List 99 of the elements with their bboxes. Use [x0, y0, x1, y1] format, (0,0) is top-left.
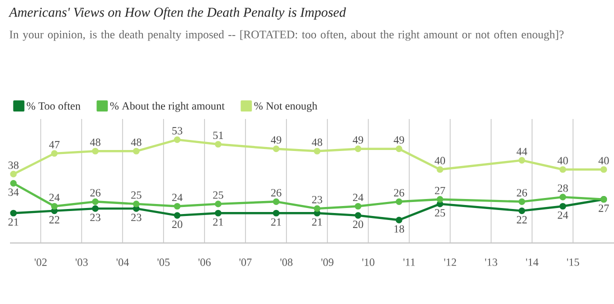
- point: [396, 216, 402, 224]
- point: [214, 200, 222, 208]
- x-tick-label: '07: [239, 258, 252, 266]
- point: [92, 198, 99, 205]
- legend-label: % About the right amount: [110, 102, 225, 112]
- data-label: 20: [353, 220, 364, 228]
- point: [518, 198, 526, 205]
- point: [354, 212, 362, 219]
- data-label: 49: [394, 136, 404, 144]
- data-label: 23: [312, 196, 322, 204]
- data-label: 18: [394, 225, 404, 233]
- data-label: 40: [558, 156, 568, 164]
- point: [396, 146, 402, 152]
- point: [132, 148, 140, 154]
- x-tick-label: '08: [280, 258, 292, 266]
- data-label: 38: [8, 161, 18, 169]
- chart-title: Americans' Views on How Often the Death Penalty is Imposed: [8, 7, 346, 20]
- data-label: 40: [598, 156, 609, 164]
- point: [10, 210, 17, 216]
- data-label: 24: [49, 194, 60, 202]
- point: [600, 166, 608, 173]
- point: [51, 202, 58, 210]
- data-label: 23: [90, 214, 100, 222]
- x-tick-label: '12: [444, 258, 456, 266]
- point: [174, 212, 181, 219]
- point: [354, 202, 362, 210]
- point: [314, 205, 320, 212]
- data-label: 26: [271, 189, 282, 196]
- data-label: 24: [172, 194, 183, 202]
- data-label: 20: [172, 220, 182, 228]
- data-label: 22: [49, 216, 60, 224]
- data-label: 23: [131, 214, 142, 222]
- point: [560, 166, 566, 173]
- x-tick-label: '10: [362, 258, 374, 266]
- point: [132, 205, 140, 212]
- x-tick-label: '09: [321, 258, 334, 266]
- point: [92, 148, 99, 154]
- x-tick-label: '02: [34, 258, 47, 266]
- data-label: 26: [90, 189, 100, 196]
- data-label: 24: [353, 194, 364, 202]
- data-label: 27: [434, 186, 446, 194]
- data-label: 25: [434, 209, 446, 217]
- data-label: 21: [8, 218, 18, 226]
- point: [214, 140, 222, 148]
- point: [314, 148, 320, 154]
- data-label: 27: [598, 204, 609, 212]
- point: [51, 208, 58, 214]
- data-label: 25: [213, 191, 224, 199]
- data-label: 51: [213, 132, 223, 140]
- point: [272, 210, 280, 216]
- data-label: 44: [516, 148, 528, 156]
- point: [214, 210, 222, 216]
- data-label: 48: [130, 138, 142, 146]
- point: [314, 210, 320, 216]
- data-label: 21: [271, 218, 281, 226]
- x-tick-label: '15: [567, 258, 580, 266]
- x-tick-label: '04: [116, 258, 129, 266]
- point: [272, 146, 280, 152]
- x-tick-label: '13: [485, 258, 498, 266]
- point: [518, 208, 526, 214]
- data-label: 48: [312, 138, 322, 146]
- point: [51, 150, 58, 157]
- data-label: 49: [352, 136, 364, 144]
- point: [354, 146, 362, 152]
- data-label: 25: [131, 191, 142, 199]
- x-tick-label: '14: [526, 258, 538, 266]
- data-label: 26: [516, 189, 528, 196]
- point: [10, 170, 17, 178]
- point: [174, 136, 181, 143]
- data-label: 49: [270, 136, 282, 144]
- data-label: 34: [8, 188, 19, 196]
- legend-label: % Not enough: [254, 102, 318, 112]
- data-label: 22: [516, 216, 527, 224]
- x-tick-label: '05: [158, 258, 170, 266]
- data-label: 48: [90, 138, 100, 146]
- data-label: 40: [434, 156, 446, 164]
- point: [10, 180, 17, 187]
- data-label: 24: [558, 211, 568, 219]
- legend-label: % Too often: [26, 102, 80, 110]
- point: [174, 202, 181, 210]
- point: [92, 205, 99, 212]
- data-label: 28: [558, 184, 568, 192]
- point: [560, 194, 566, 200]
- data-label: 21: [213, 218, 223, 226]
- point: [396, 198, 402, 205]
- point: [132, 200, 140, 208]
- data-label: 21: [312, 218, 322, 226]
- x-tick-label: '11: [403, 258, 415, 266]
- chart-subtitle: In your opinion, is the death penalty imposed -- [ROTATED: too often, about the right amount or not often enough]?: [10, 30, 564, 41]
- point: [518, 157, 526, 164]
- x-tick-label: '03: [76, 258, 88, 266]
- point: [436, 196, 444, 203]
- point: [272, 198, 280, 205]
- point: [436, 166, 444, 173]
- data-label: 26: [394, 189, 404, 196]
- data-label: 53: [172, 127, 182, 134]
- point: [560, 202, 566, 210]
- x-tick-label: '06: [198, 258, 211, 266]
- data-label: 47: [49, 141, 60, 148]
